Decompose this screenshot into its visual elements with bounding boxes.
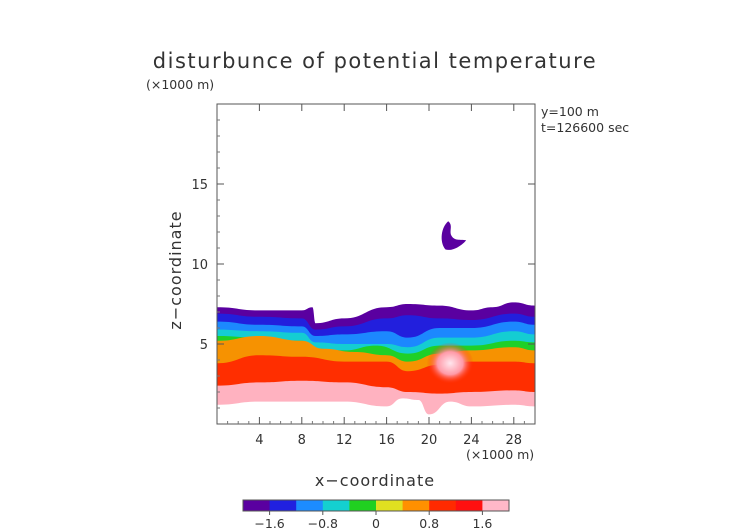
x-tick-label-4: 4	[255, 433, 263, 448]
colorbar-label-2: 0	[372, 516, 380, 531]
info-line-y: y=100 m	[541, 104, 599, 119]
colorbar-swatch-3	[322, 500, 350, 511]
y-tick-label-5: 5	[200, 338, 208, 353]
x-tick-label-28: 28	[506, 433, 523, 448]
colorbar-label-1: −0.8	[308, 516, 338, 531]
chart-title: disturbunce of potential temperature	[153, 49, 597, 73]
colorbar-swatch-0	[243, 500, 271, 511]
colorbar-swatch-6	[402, 500, 430, 511]
x-tick-label-24: 24	[463, 433, 480, 448]
colorbar-swatch-9	[482, 500, 510, 511]
colorbar-swatch-8	[455, 500, 483, 511]
warm-core	[426, 342, 474, 385]
x-tick-label-20: 20	[421, 433, 438, 448]
y-axis-label: z−coordinate	[166, 210, 185, 329]
y-tick-label-15: 15	[191, 178, 208, 193]
colorbar-label-4: 1.6	[472, 516, 492, 531]
y-tick-label-10: 10	[191, 258, 208, 273]
colorbar-label-3: 0.8	[419, 516, 439, 531]
x-tick-label-8: 8	[298, 433, 306, 448]
scale-note: (×1000 m)	[146, 77, 214, 92]
x-axis-label: x−coordinate	[315, 471, 435, 490]
colorbar: −1.6 −0.8 0 0.8 1.6	[242, 499, 510, 531]
y-axis: 5 10 15	[191, 119, 535, 409]
colorbar-swatch-7	[429, 500, 457, 511]
x-tick-label-16: 16	[378, 433, 395, 448]
colorbar-label-0: −1.6	[254, 516, 284, 531]
anomaly-blob	[441, 221, 467, 250]
info-line-t: t=126600 sec	[541, 120, 629, 135]
x-tick-label-12: 12	[336, 433, 353, 448]
colorbar-swatch-4	[349, 500, 377, 511]
x-axis: 4 8 12 16 20 24 28	[227, 104, 525, 448]
colorbar-swatch-5	[376, 500, 404, 511]
x-unit-label: (×1000 m)	[466, 447, 534, 462]
colorbar-swatch-1	[269, 500, 297, 511]
colorbar-swatch-2	[296, 500, 324, 511]
ground-mask	[217, 398, 535, 424]
plot-area	[217, 221, 535, 424]
